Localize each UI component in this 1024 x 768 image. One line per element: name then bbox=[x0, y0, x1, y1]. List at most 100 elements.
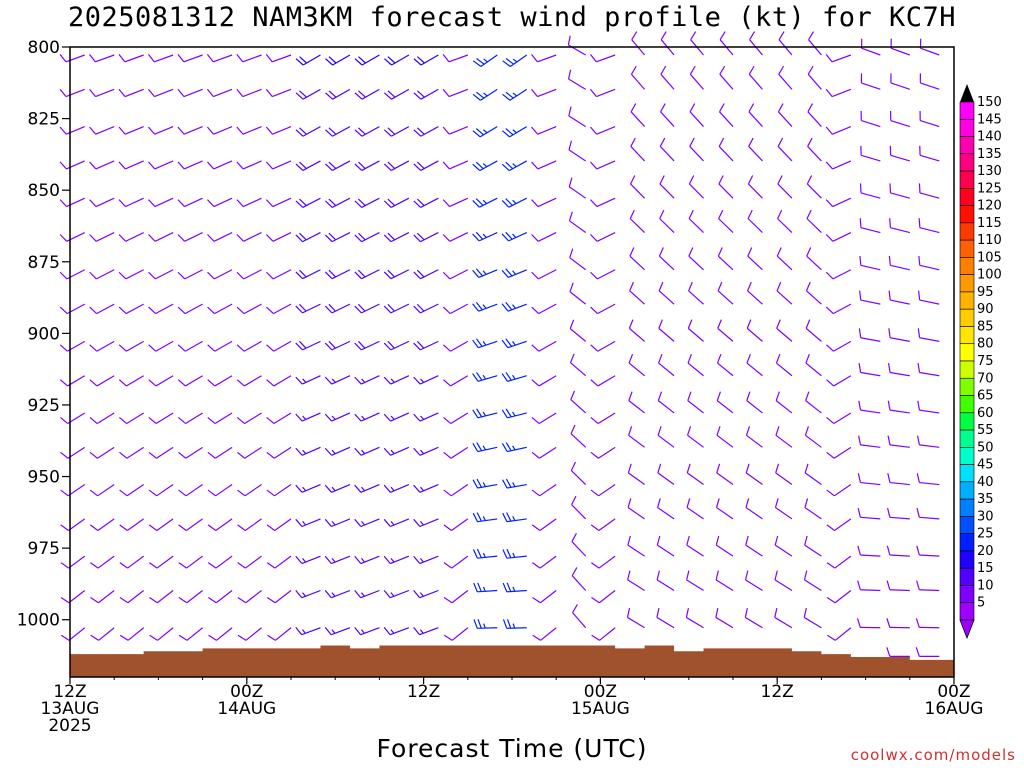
barb-full bbox=[531, 379, 540, 387]
barb-full bbox=[207, 562, 217, 569]
wind-barb bbox=[206, 54, 233, 63]
barb-shaft bbox=[420, 126, 439, 137]
barb-full bbox=[89, 271, 97, 280]
wind-barb bbox=[718, 103, 734, 127]
barb-full bbox=[325, 129, 333, 137]
barb-shaft bbox=[776, 362, 793, 377]
barb-full bbox=[416, 90, 425, 98]
wind-barb bbox=[89, 88, 115, 98]
barb-full bbox=[236, 344, 245, 352]
barb-shaft bbox=[658, 255, 675, 271]
barb-full bbox=[807, 137, 813, 147]
barb-full bbox=[237, 562, 246, 569]
wind-barb bbox=[826, 446, 852, 459]
barb-shaft bbox=[717, 327, 734, 342]
barb-full bbox=[627, 570, 631, 580]
colorbar-swatch bbox=[959, 481, 975, 500]
barb-half bbox=[302, 592, 307, 597]
barb-full bbox=[745, 426, 751, 436]
barb-full bbox=[570, 424, 576, 434]
wind-barb bbox=[856, 618, 881, 629]
barb-full bbox=[916, 435, 921, 446]
wind-barb bbox=[745, 498, 763, 520]
barb-full bbox=[476, 91, 485, 99]
wind-barb bbox=[778, 65, 793, 90]
barb-full bbox=[825, 161, 833, 170]
wind-barb bbox=[531, 484, 557, 497]
barb-shaft bbox=[717, 290, 734, 305]
barb-half bbox=[390, 558, 395, 563]
barb-shaft bbox=[571, 575, 587, 591]
wind-barb bbox=[857, 507, 881, 520]
barb-full bbox=[805, 319, 811, 329]
barb-shaft bbox=[889, 409, 910, 414]
barb-half bbox=[420, 486, 425, 492]
wind-barb bbox=[472, 548, 498, 559]
barb-shaft bbox=[745, 544, 763, 557]
wind-barb bbox=[627, 463, 645, 486]
barb-shaft bbox=[805, 400, 822, 414]
barb-full bbox=[354, 447, 362, 456]
barb-full bbox=[531, 489, 541, 497]
wind-barb bbox=[777, 137, 793, 162]
barb-full bbox=[590, 344, 599, 352]
barb-shaft bbox=[479, 126, 498, 138]
barb-full bbox=[89, 88, 97, 97]
barb-shaft bbox=[537, 126, 557, 135]
barb-shaft bbox=[360, 446, 380, 456]
wind-barb bbox=[89, 340, 115, 352]
barb-shaft bbox=[449, 232, 469, 242]
barb-shaft bbox=[449, 269, 469, 280]
barb-shaft bbox=[861, 119, 881, 128]
barb-full bbox=[590, 161, 598, 170]
barb-shaft bbox=[860, 227, 881, 234]
barb-shaft bbox=[331, 269, 351, 280]
barb-shaft bbox=[420, 160, 439, 171]
credit-link[interactable]: coolwx.com/models bbox=[850, 746, 1016, 764]
wind-barb bbox=[295, 269, 321, 280]
wind-barb bbox=[443, 555, 469, 569]
barb-full bbox=[413, 626, 421, 636]
barb-full bbox=[590, 417, 599, 424]
wind-barb bbox=[59, 375, 86, 387]
barb-full bbox=[531, 88, 539, 97]
barb-shaft bbox=[658, 362, 675, 377]
wind-barb bbox=[177, 88, 203, 98]
wind-barb bbox=[325, 126, 351, 137]
barb-full bbox=[295, 58, 304, 66]
barb-full bbox=[328, 127, 337, 135]
barb-full bbox=[589, 126, 598, 135]
wind-barb bbox=[657, 498, 675, 520]
barb-shaft bbox=[273, 375, 292, 387]
barb-full bbox=[354, 342, 362, 351]
barb-half bbox=[361, 449, 366, 455]
colorbar-label: 20 bbox=[977, 544, 994, 559]
wind-barb bbox=[774, 535, 793, 557]
barb-half bbox=[420, 378, 425, 383]
barb-full bbox=[916, 545, 920, 556]
wind-barb bbox=[745, 426, 763, 448]
barb-full bbox=[59, 54, 67, 63]
wind-barb bbox=[148, 555, 174, 569]
wind-barb bbox=[443, 590, 469, 604]
wind-barb bbox=[413, 589, 439, 599]
barb-full bbox=[476, 372, 483, 381]
wind-barb bbox=[803, 608, 822, 629]
barb-shaft bbox=[244, 484, 262, 497]
barb-full bbox=[357, 198, 366, 207]
barb-full bbox=[119, 451, 128, 459]
barb-shaft bbox=[245, 627, 262, 641]
wind-barb bbox=[413, 412, 439, 422]
barb-shaft bbox=[360, 518, 380, 528]
colorbar-swatch bbox=[959, 533, 975, 552]
wind-barb bbox=[89, 446, 115, 459]
wind-barb bbox=[59, 126, 85, 135]
barb-full bbox=[917, 290, 921, 301]
wind-barb bbox=[531, 446, 557, 459]
wind-barb bbox=[715, 608, 734, 629]
wind-barb bbox=[502, 54, 528, 67]
barb-full bbox=[354, 129, 363, 137]
barb-full bbox=[416, 161, 425, 169]
barb-shaft bbox=[597, 375, 616, 387]
barb-full bbox=[387, 161, 396, 169]
